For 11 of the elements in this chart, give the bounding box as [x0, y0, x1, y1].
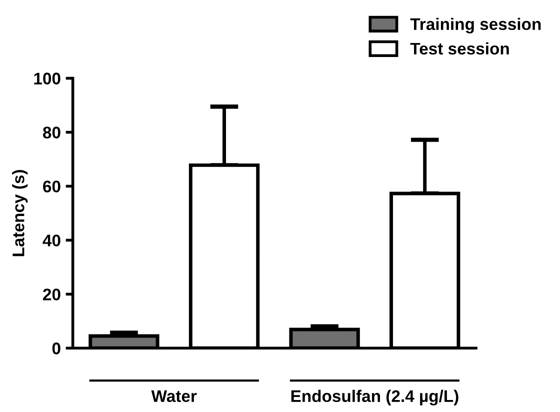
y-tick-label: 100: [34, 72, 60, 84]
legend-label: Training session: [410, 18, 541, 34]
y-tick-label: 40: [42, 234, 60, 246]
y-tick-label: 20: [43, 288, 60, 300]
y-axis-title: Latency (s): [12, 170, 28, 256]
y-tick-label: 80: [42, 126, 60, 138]
y-tick-label: 0: [52, 342, 60, 354]
x-tick-label: Endosulfan (2.4 µg/L): [291, 390, 458, 406]
y-tick-label: 60: [43, 180, 60, 192]
x-tick-label: Water: [151, 390, 197, 402]
legend-label: Test session: [410, 42, 509, 55]
